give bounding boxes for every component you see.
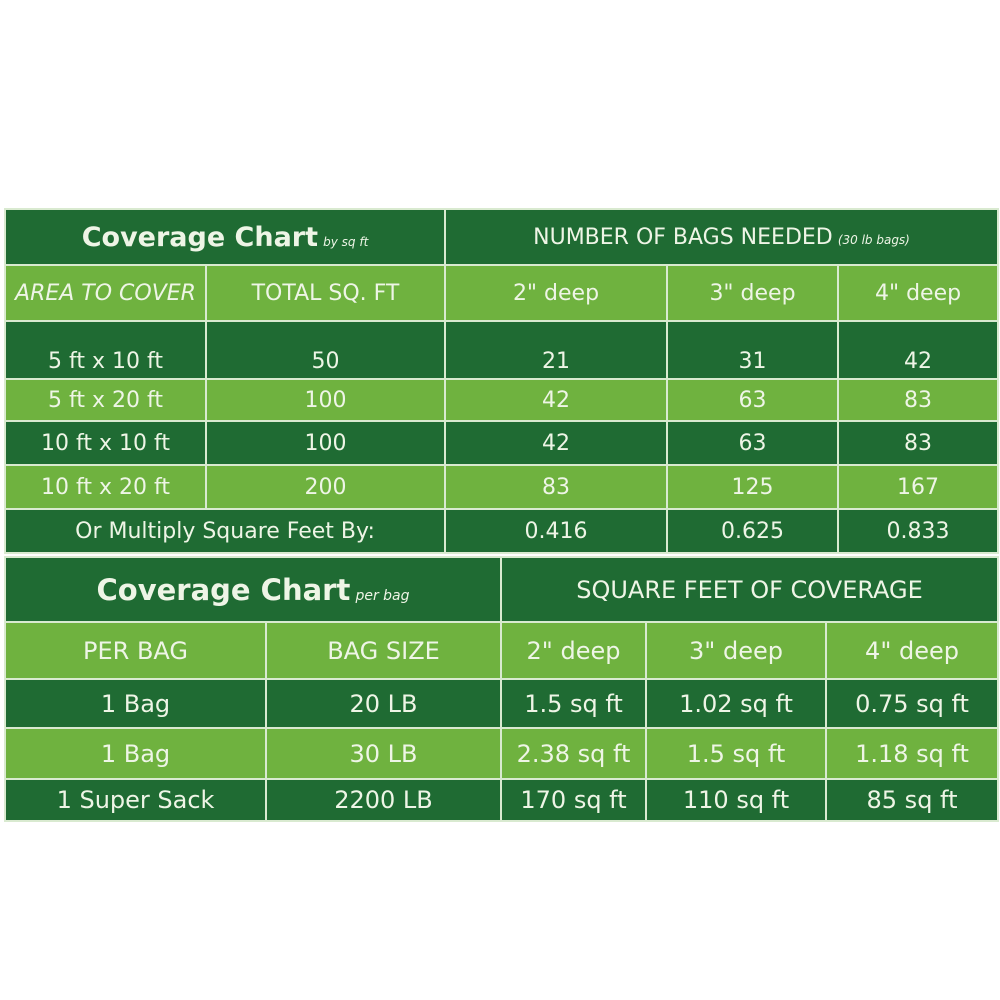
cell: 110 sq ft [645, 778, 827, 822]
cell: 83 [836, 420, 1000, 466]
coverage-chart-per-bag: Coverage Chart per bag SQUARE FEET OF CO… [4, 556, 1000, 822]
table-row: 5 ft x 10 ft 50 21 31 42 [4, 320, 1000, 380]
cell: 83 [836, 378, 1000, 422]
cell: 83 [444, 464, 668, 510]
chart2-group-header: SQUARE FEET OF COVERAGE [499, 556, 1000, 623]
cell: 30 LB [265, 727, 502, 780]
cell: 10 ft x 20 ft [4, 464, 207, 510]
cell: 100 [205, 420, 446, 466]
multiplier-value: 0.833 [836, 508, 1000, 554]
cell: 2.38 sq ft [500, 727, 647, 780]
cell: 10 ft x 10 ft [4, 420, 207, 466]
table-row: 1 Bag 30 LB 2.38 sq ft 1.5 sq ft 1.18 sq… [4, 727, 1000, 780]
cell: 5 ft x 10 ft [4, 320, 207, 380]
col-header: 4" deep [836, 264, 1000, 322]
table-row: 10 ft x 20 ft 200 83 125 167 [4, 464, 1000, 510]
chart2-title-cell: Coverage Chart per bag [4, 556, 502, 623]
table-row: 10 ft x 10 ft 100 42 63 83 [4, 420, 1000, 466]
cell: 1.18 sq ft [824, 727, 1000, 780]
table-row: 5 ft x 20 ft 100 42 63 83 [4, 378, 1000, 422]
table-row: 1 Super Sack 2200 LB 170 sq ft 110 sq ft… [4, 778, 1000, 822]
coverage-chart-by-sqft: Coverage Chart by sq ft NUMBER OF BAGS N… [4, 208, 1000, 554]
chart2-title-suffix: per bag [355, 587, 410, 604]
col-header: PER BAG [4, 621, 267, 680]
cell: 170 sq ft [500, 778, 647, 822]
cell: 1.5 sq ft [645, 727, 827, 780]
multiplier-value: 0.416 [444, 508, 668, 554]
chart1-title-cell: Coverage Chart by sq ft [4, 208, 446, 266]
cell: 63 [666, 420, 839, 466]
multiplier-row: Or Multiply Square Feet By: 0.416 0.625 … [4, 508, 1000, 554]
cell: 85 sq ft [824, 778, 1000, 822]
cell: 167 [836, 464, 1000, 510]
cell: 1 Bag [4, 678, 267, 729]
cell: 20 LB [265, 678, 502, 729]
col-header: 2" deep [500, 621, 647, 680]
cell: 5 ft x 20 ft [4, 378, 207, 422]
cell: 1.02 sq ft [645, 678, 827, 729]
col-header: 2" deep [444, 264, 668, 322]
cell: 31 [666, 320, 839, 380]
cell: 1 Super Sack [4, 778, 267, 822]
multiplier-value: 0.625 [666, 508, 839, 554]
cell: 200 [205, 464, 446, 510]
cell: 21 [444, 320, 668, 380]
cell: 0.75 sq ft [824, 678, 1000, 729]
cell: 42 [444, 378, 668, 422]
group-header-suffix: (30 lb bags) [837, 232, 910, 247]
cell: 100 [205, 378, 446, 422]
cell: 2200 LB [265, 778, 502, 822]
chart2-title: Coverage Chart [96, 572, 351, 607]
col-header: AREA TO COVER [4, 264, 207, 322]
chart1-group-header: NUMBER OF BAGS NEEDED (30 lb bags) [443, 208, 1000, 266]
cell: 42 [444, 420, 668, 466]
chart1-title: Coverage Chart [81, 221, 319, 253]
col-header: 3" deep [666, 264, 839, 322]
col-header: BAG SIZE [265, 621, 502, 680]
cell: 1 Bag [4, 727, 267, 780]
cell: 125 [666, 464, 839, 510]
group-header-text: NUMBER OF BAGS NEEDED [533, 224, 833, 250]
chart1-title-suffix: by sq ft [323, 234, 369, 249]
cell: 1.5 sq ft [500, 678, 647, 729]
col-header: 4" deep [824, 621, 1000, 680]
col-header: 3" deep [645, 621, 827, 680]
cell: 42 [836, 320, 1000, 380]
cell: 50 [205, 320, 446, 380]
cell: 63 [666, 378, 839, 422]
table-row: 1 Bag 20 LB 1.5 sq ft 1.02 sq ft 0.75 sq… [4, 678, 1000, 729]
col-header: TOTAL SQ. FT [205, 264, 446, 322]
multiplier-label: Or Multiply Square Feet By: [4, 508, 446, 554]
